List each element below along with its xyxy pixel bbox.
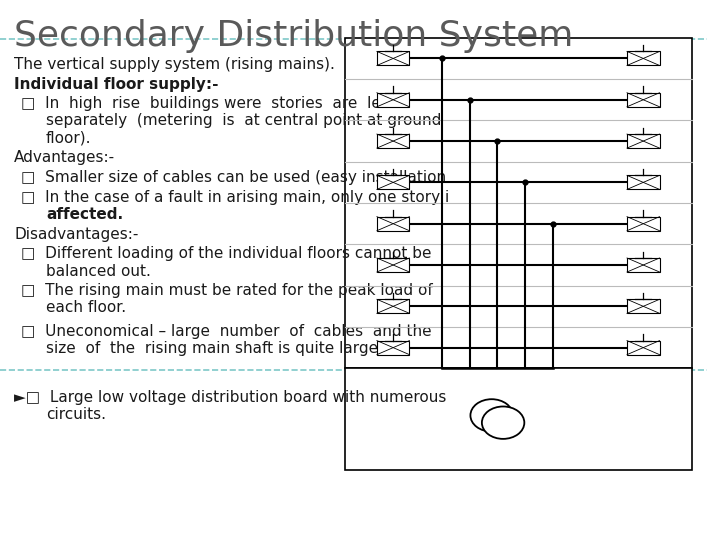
Text: □  The rising main must be rated for the peak load of: □ The rising main must be rated for the … [21, 283, 433, 298]
Bar [627, 258, 660, 272]
Text: □  Uneconomical – large  number  of  cables  and the: □ Uneconomical – large number of cables … [21, 324, 432, 339]
Circle shape [482, 407, 524, 439]
Circle shape [470, 399, 513, 431]
Text: each floor.: each floor. [46, 300, 126, 315]
Text: floor).: floor). [46, 131, 91, 146]
Text: □  In  high  rise  buildings were  stories  are  let: □ In high rise buildings were stories ar… [21, 96, 387, 111]
Text: □  In the case of a fault in arising main, only one story i: □ In the case of a fault in arising main… [21, 190, 449, 205]
Bar [627, 134, 660, 148]
Text: □  Smaller size of cables can be used (easy installation: □ Smaller size of cables can be used (ea… [21, 170, 446, 185]
Text: ►□  Large low voltage distribution board with numerous: ►□ Large low voltage distribution board … [14, 390, 446, 405]
Text: separately  (metering  is  at central point at ground: separately (metering is at central point… [46, 113, 441, 129]
Text: The vertical supply system (rising mains).: The vertical supply system (rising mains… [14, 57, 335, 72]
Bar [345, 368, 692, 470]
Text: Advantages:-: Advantages:- [14, 150, 115, 165]
Bar [627, 93, 660, 107]
Bar [627, 341, 660, 355]
Bar [377, 176, 410, 190]
Text: Disadvantages:-: Disadvantages:- [14, 227, 138, 242]
Bar [377, 341, 410, 355]
Bar [377, 217, 410, 231]
Text: □  Different loading of the individual floors cannot be: □ Different loading of the individual fl… [21, 246, 432, 261]
Bar [627, 176, 660, 190]
Bar [627, 51, 660, 65]
Bar [377, 299, 410, 313]
Text: affected.: affected. [46, 207, 123, 222]
Bar [627, 299, 660, 313]
Text: Individual floor supply:-: Individual floor supply:- [14, 77, 219, 92]
Text: balanced out.: balanced out. [46, 264, 151, 279]
Bar [377, 93, 410, 107]
Text: circuits.: circuits. [46, 407, 106, 422]
Bar [377, 134, 410, 148]
Bar [345, 38, 692, 368]
Bar [377, 51, 410, 65]
Bar [377, 258, 410, 272]
Text: size  of  the  rising main shaft is quite large.: size of the rising main shaft is quite l… [46, 341, 383, 356]
Text: Secondary Distribution System: Secondary Distribution System [14, 19, 574, 53]
Bar [627, 217, 660, 231]
